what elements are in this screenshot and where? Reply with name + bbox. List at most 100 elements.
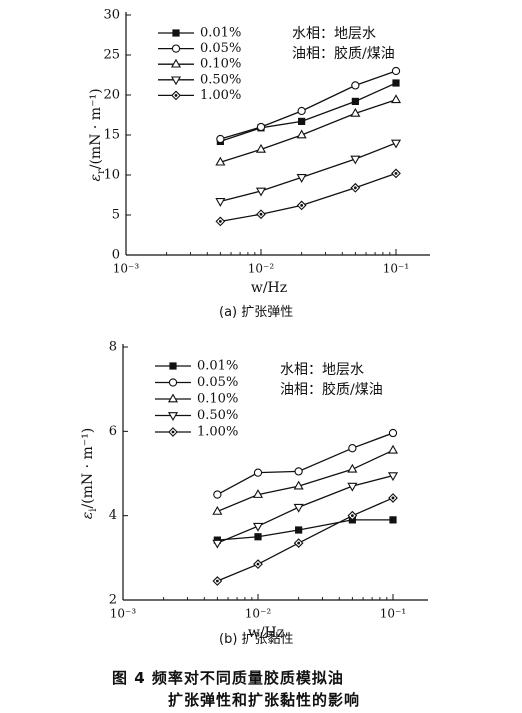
data-point (350, 107, 361, 117)
data-point-center (350, 514, 354, 518)
y-tick-label: 8 (109, 340, 117, 355)
data-point (293, 480, 304, 490)
data-point (252, 489, 264, 498)
annotation: 油相：胶质/煤油 (292, 45, 395, 62)
data-point (294, 467, 303, 476)
series-0.10% (212, 444, 399, 515)
data-point-center (353, 186, 357, 190)
legend-marker (172, 29, 180, 37)
y-tick-label: 30 (103, 8, 120, 23)
data-point (348, 444, 357, 453)
figure-caption-line1: 图 4 频率对不同质量胶质模拟油 (112, 669, 344, 687)
legend-label: 0.05% (197, 375, 238, 390)
data-point-center (391, 496, 395, 500)
data-point (297, 106, 306, 116)
legend-label: 0.01% (197, 359, 238, 374)
legend-label: 0.10% (200, 57, 241, 72)
x-tick-label: 10⁻¹ (383, 262, 409, 276)
data-point-center (297, 541, 301, 545)
data-point (212, 505, 223, 515)
data-point (295, 526, 303, 534)
series-line (220, 172, 397, 223)
data-point-center (259, 212, 263, 216)
y-tick-label: 5 (112, 208, 120, 223)
y-tick-label: 2 (109, 593, 117, 608)
chart-a-elasticity: 0 5 10 15 20 25 30 10⁻³ 10⁻² 10⁻¹ w/Hz εr/(mN · m⁻¹… (88, 8, 430, 296)
legend-marker (170, 58, 182, 68)
data-point (254, 533, 262, 541)
annotation: 水相：地层水 (280, 362, 364, 378)
series-0.50% (215, 139, 402, 207)
data-point (387, 444, 399, 454)
annotation: 水相：地层水 (292, 26, 376, 42)
series-0.05% (213, 428, 398, 499)
legend-label: 0.50% (197, 408, 238, 423)
y-tick-label: 6 (109, 424, 117, 439)
legend-marker-center (171, 430, 175, 434)
chart-b-caption: (b) 扩张黏性 (219, 632, 294, 647)
data-point (252, 522, 264, 532)
data-point-center (218, 220, 222, 223)
y-tick-label: 25 (103, 48, 120, 63)
legend-marker (167, 412, 179, 422)
y-tick-label: 15 (103, 128, 120, 143)
data-point (215, 198, 226, 207)
chart-a-caption: (a) 扩张弹性 (219, 305, 294, 320)
data-point (347, 482, 358, 492)
legend-marker (170, 76, 182, 86)
data-point (391, 66, 401, 76)
legend-marker (171, 44, 181, 53)
x-tick-label: 10⁻¹ (380, 607, 406, 621)
series-line (217, 432, 394, 496)
data-point (296, 129, 307, 139)
series-0.10% (215, 94, 402, 166)
legend-marker (168, 378, 178, 387)
x-axis-label: w/Hz (251, 280, 287, 296)
figure-caption-line2: 扩张弹性和扩张黏性的影响 (168, 691, 361, 709)
legend-label: 0.01% (200, 26, 241, 41)
data-point (296, 174, 307, 183)
data-point (387, 472, 399, 482)
legend-label: 1.00% (197, 425, 238, 440)
legend-label: 0.10% (197, 392, 238, 407)
data-point (212, 539, 223, 549)
y-tick-label: 20 (103, 88, 120, 103)
data-point (351, 97, 359, 105)
data-point (215, 156, 226, 166)
data-point (351, 81, 360, 90)
data-point (390, 139, 402, 149)
data-point (256, 122, 266, 132)
data-point (213, 490, 222, 499)
series-line (217, 497, 394, 582)
legend-label: 0.50% (200, 72, 241, 87)
data-point-center (300, 204, 304, 207)
x-tick-label: 10⁻³ (110, 607, 137, 621)
y-tick-label: 0 (112, 248, 120, 263)
series-0.01% (216, 79, 400, 145)
data-point-center (394, 172, 398, 175)
y-tick-label: 10 (103, 168, 120, 183)
series-line (220, 142, 397, 203)
series-0.50% (212, 472, 399, 549)
series-1.00% (215, 168, 401, 227)
legend-label: 1.00% (200, 88, 241, 103)
data-point (293, 503, 304, 513)
legend-marker (167, 393, 179, 403)
data-point (392, 79, 400, 87)
data-point (350, 155, 361, 165)
x-axis-label: w/Hz (248, 625, 284, 641)
data-point (255, 187, 267, 197)
data-point (347, 463, 358, 473)
y-axis-label: εr/(mN · m⁻¹) (88, 88, 107, 181)
data-point (388, 428, 398, 438)
data-point (216, 134, 225, 144)
data-point-center (256, 562, 260, 566)
legend-label: 0.05% (200, 41, 241, 56)
series-0.05% (216, 66, 401, 144)
legend-marker-center (174, 94, 178, 97)
legend-marker (169, 362, 177, 370)
series-line (217, 519, 393, 541)
data-point (255, 143, 267, 153)
x-tick-label: 10⁻² (245, 607, 272, 621)
